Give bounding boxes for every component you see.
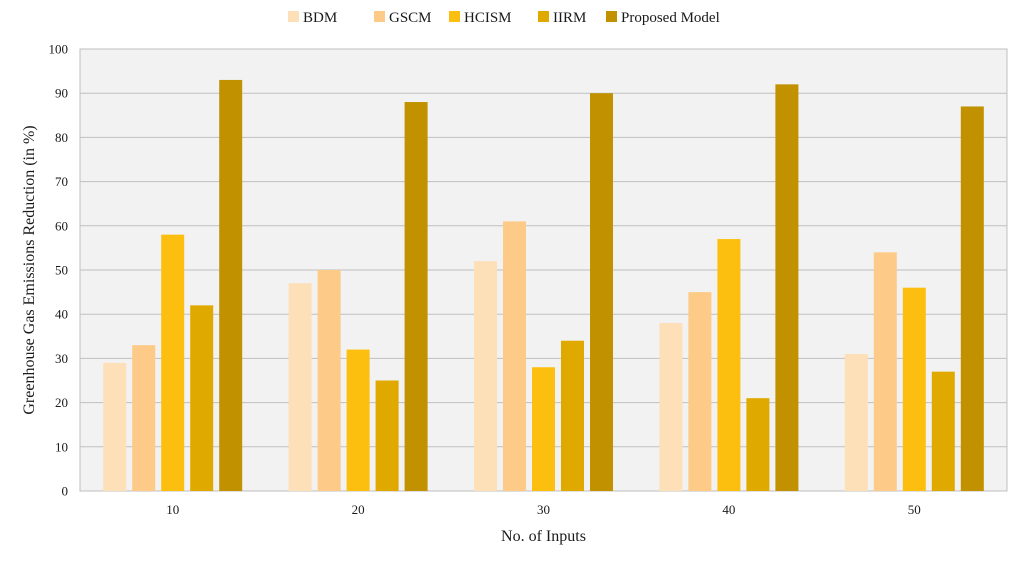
bar xyxy=(161,234,185,491)
bar xyxy=(902,287,926,491)
bar xyxy=(532,367,555,491)
y-tick-label: 100 xyxy=(49,42,69,57)
y-tick-label: 60 xyxy=(55,218,68,233)
bar xyxy=(317,270,341,491)
legend-swatch xyxy=(288,11,299,22)
legend-label: Proposed Model xyxy=(621,10,720,26)
y-tick-label: 0 xyxy=(62,484,69,499)
bar xyxy=(404,102,428,491)
y-tick-label: 80 xyxy=(55,130,68,145)
bar xyxy=(960,106,984,492)
x-tick-label: 50 xyxy=(908,502,921,517)
bar xyxy=(561,340,584,491)
x-tick-label: 30 xyxy=(537,502,550,517)
y-tick-label: 40 xyxy=(55,307,68,322)
bar xyxy=(590,93,613,491)
bar xyxy=(219,79,243,491)
bar xyxy=(775,84,799,492)
y-axis-title: Greenhouse Gas Emissions Reduction (in %… xyxy=(21,125,38,414)
y-tick-label: 70 xyxy=(55,174,68,189)
y-tick-label: 30 xyxy=(55,351,68,366)
legend-swatch xyxy=(538,11,549,22)
x-tick-label: 10 xyxy=(166,502,179,517)
bar xyxy=(132,345,156,491)
bar xyxy=(474,261,497,491)
bar xyxy=(375,380,399,491)
bar xyxy=(659,323,683,491)
legend-swatch xyxy=(449,11,460,22)
bar xyxy=(103,362,127,491)
x-tick-label: 20 xyxy=(352,502,365,517)
y-tick-label: 90 xyxy=(55,86,68,101)
bar xyxy=(931,371,955,491)
bar xyxy=(288,283,312,491)
bars xyxy=(103,79,984,492)
legend-swatch xyxy=(606,11,617,22)
legend-label: GSCM xyxy=(389,10,432,26)
bar xyxy=(688,292,712,491)
y-tick-label: 10 xyxy=(55,439,68,454)
y-tick-label: 50 xyxy=(55,263,68,278)
bar xyxy=(346,349,370,491)
bar xyxy=(717,239,741,491)
y-tick-label: 20 xyxy=(55,395,68,410)
bar xyxy=(746,398,770,491)
legend-label: HCISM xyxy=(464,10,512,26)
x-axis-title: No. of Inputs xyxy=(501,528,586,545)
bar xyxy=(190,305,214,491)
bar xyxy=(873,252,897,491)
legend-label: IIRM xyxy=(553,10,586,26)
bar xyxy=(503,221,526,491)
legend-label: BDM xyxy=(303,10,337,26)
x-tick-label: 40 xyxy=(722,502,735,517)
bar xyxy=(844,353,868,491)
legend: BDM GSCM HCISM IIRM Proposed Model xyxy=(288,10,720,26)
x-axis-ticks: 10 20 30 40 50 xyxy=(166,502,921,517)
y-axis-ticks: 0 10 20 30 40 50 60 70 80 90 100 xyxy=(49,42,69,499)
legend-swatch xyxy=(374,11,385,22)
